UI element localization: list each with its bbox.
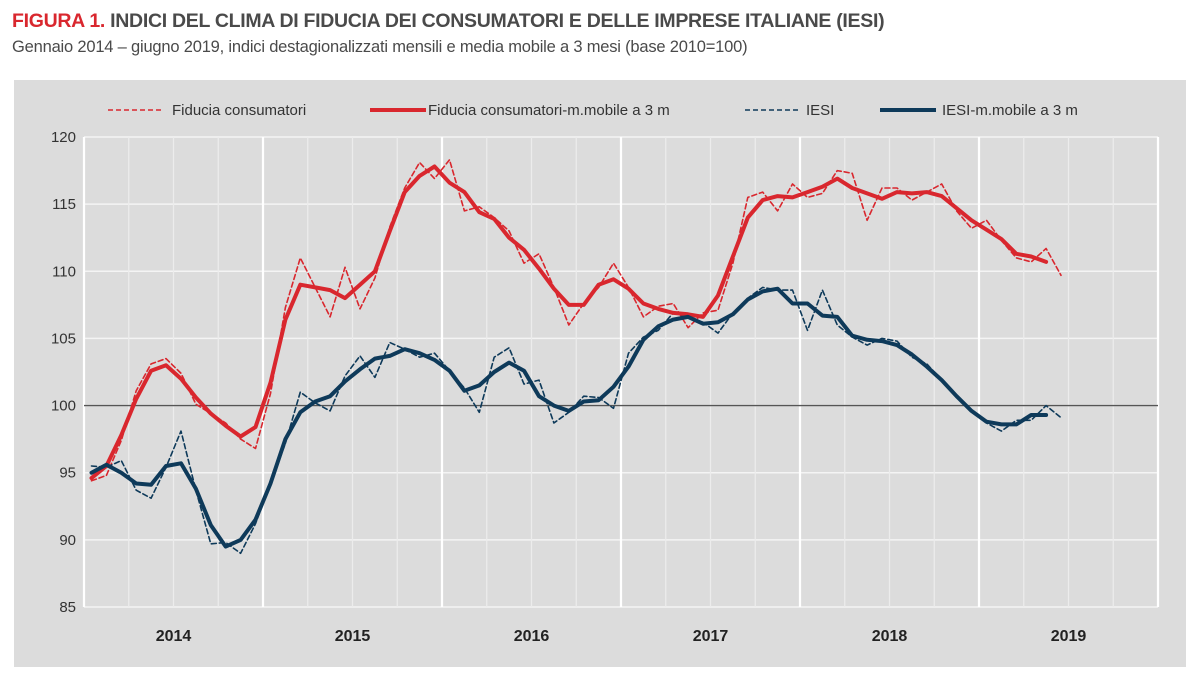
- legend-label: IESI: [806, 102, 834, 119]
- x-tick-label: 2015: [335, 628, 371, 645]
- x-tick-label: 2017: [693, 628, 729, 645]
- series-line-2: [90, 286, 1062, 555]
- y-tick-label: 120: [51, 129, 76, 146]
- legend-label: Fiducia consumatori: [172, 102, 306, 119]
- y-axis: 85 90 95 100 105 110 115 120: [51, 129, 76, 616]
- figure-label: FIGURA 1.: [12, 10, 106, 32]
- legend: Fiducia consumatori Fiducia consumatori-m…: [108, 102, 1078, 119]
- y-tick-label: 95: [59, 465, 76, 482]
- y-tick-label: 90: [59, 532, 76, 549]
- legend-label: Fiducia consumatori-m.mobile a 3 m: [428, 102, 670, 119]
- y-tick-label: 100: [51, 398, 76, 415]
- series-line-3: [89, 286, 1049, 549]
- y-tick-label: 85: [59, 599, 76, 616]
- x-tick-label: 2014: [156, 628, 192, 645]
- x-tick-label: 2019: [1051, 628, 1087, 645]
- grid: [82, 136, 1160, 608]
- series-line-0: [90, 159, 1062, 482]
- y-tick-label: 115: [52, 196, 76, 213]
- x-axis: 2014 2015 2016 2017 2018 2019: [156, 628, 1087, 645]
- series-line-1: [89, 164, 1049, 481]
- legend-label: IESI-m.mobile a 3 m: [942, 102, 1078, 119]
- chart-panel: [14, 80, 1186, 667]
- y-tick-label: 105: [51, 330, 76, 347]
- chart-subtitle: Gennaio 2014 – giugno 2019, indici desta…: [12, 38, 748, 56]
- x-tick-label: 2018: [872, 628, 908, 645]
- series-lines: [89, 159, 1062, 555]
- chart-title: FIGURA 1. INDICI DEL CLIMA DI FIDUCIA DE…: [12, 10, 885, 33]
- title-text: INDICI DEL CLIMA DI FIDUCIA DEI CONSUMAT…: [110, 10, 885, 32]
- y-tick-label: 110: [52, 263, 76, 280]
- x-tick-label: 2016: [514, 628, 550, 645]
